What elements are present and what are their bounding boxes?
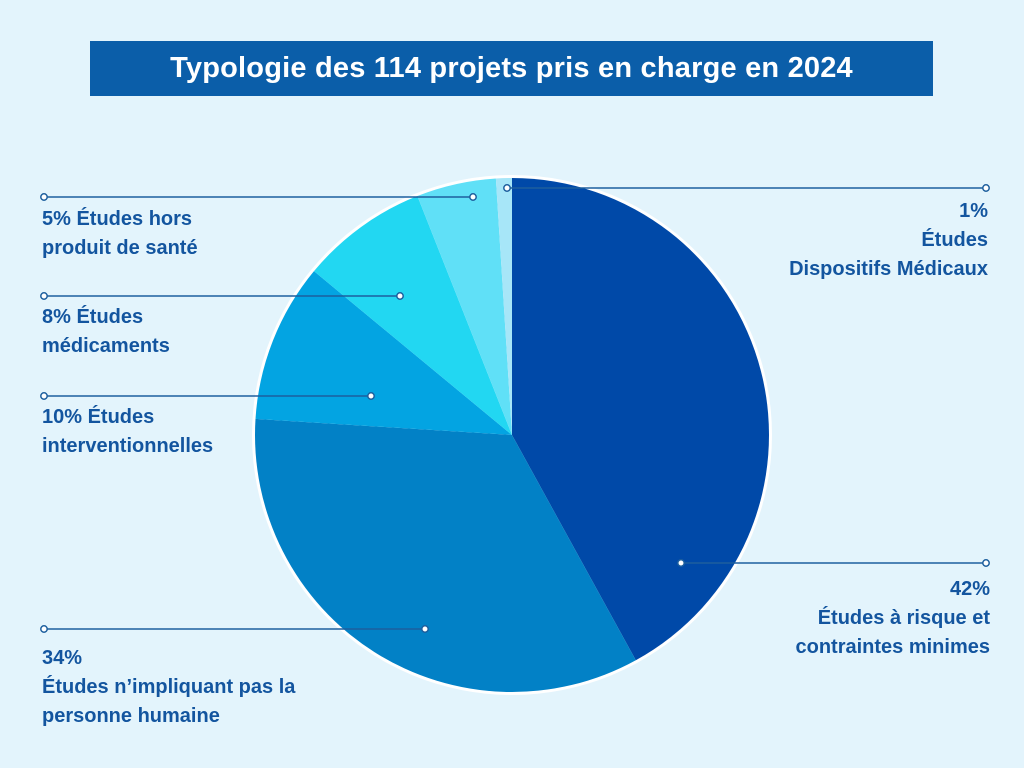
slice-label-line: personne humaine [42, 705, 220, 727]
leader-line-non-humaine [40, 625, 429, 633]
slice-label-line: Études [921, 229, 988, 251]
pie-slice-medicaments [313, 196, 512, 435]
slice-label-line: produit de santé [42, 237, 198, 259]
slice-label-line: 10% Études [42, 406, 155, 428]
leader-line-hors-produit [40, 193, 477, 201]
chart-title: Typologie des 114 projets pris en charge… [90, 41, 933, 96]
pie-slice-non-humaine [254, 418, 636, 692]
slice-label-line: 1% [959, 200, 988, 222]
slice-label-non-humaine: 34% Études n’impliquant pas la personne … [42, 644, 295, 731]
slice-label-medicaments: 8% Études médicaments [42, 303, 170, 361]
pie-slice-hors-produit [417, 178, 512, 435]
slice-label-line: Études à risque et [817, 607, 990, 629]
slice-label-dispositifs: 1% Études Dispositifs Médicaux [789, 197, 988, 284]
leader-line-risque [677, 559, 990, 567]
leader-line-medicaments [40, 292, 404, 300]
pie-slice-risque [512, 178, 769, 661]
pie-slice-interventionnelles [255, 271, 512, 435]
slice-label-line: 5% Études hors [42, 208, 193, 230]
slice-label-line: 34% [42, 647, 83, 669]
slice-label-interventionnelles: 10% Études interventionnelles [42, 403, 213, 461]
slice-label-risque: 42% Études à risque et contraintes minim… [795, 575, 990, 662]
slice-label-line: médicaments [42, 335, 170, 357]
leader-line-interventionnelles [40, 392, 375, 400]
slice-label-line: Études n’impliquant pas la [42, 676, 296, 698]
slice-label-line: contraintes minimes [795, 636, 990, 658]
slice-label-hors-produit: 5% Études hors produit de santé [42, 205, 198, 263]
slice-label-line: 42% [949, 578, 990, 600]
slice-label-line: interventionnelles [42, 435, 214, 457]
slice-label-line: 8% Études [42, 306, 144, 328]
leader-line-dispositifs [503, 184, 990, 192]
pie-slice-dispositifs [495, 178, 512, 435]
slice-label-line: Dispositifs Médicaux [789, 258, 988, 280]
